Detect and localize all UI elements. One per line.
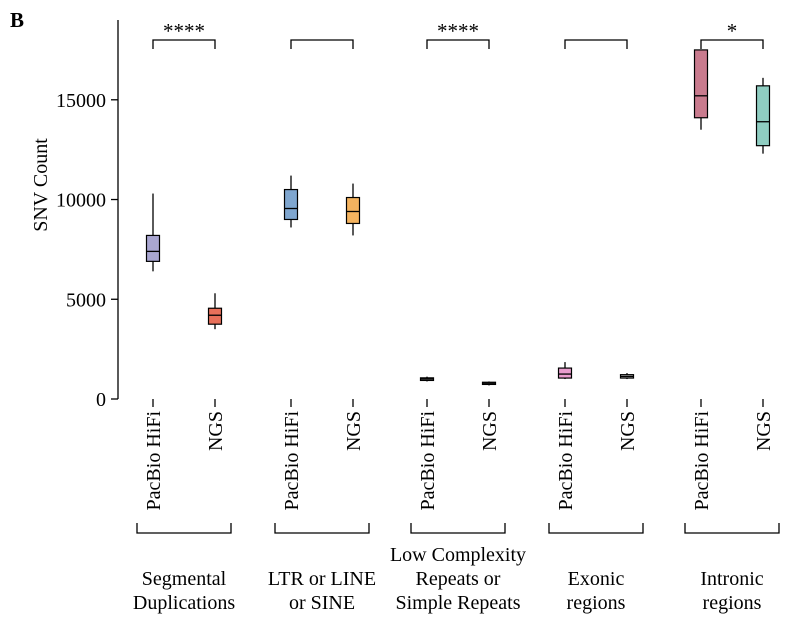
group-label: or SINE [289, 592, 355, 614]
y-tick-label: 10000 [56, 190, 106, 212]
panel-label: B [10, 8, 25, 32]
x-tick-label: NGS [343, 411, 365, 451]
x-tick-label: PacBio HiFi [555, 411, 577, 511]
significance-bracket [700, 39, 764, 49]
group-label: Duplications [133, 592, 235, 614]
y-tick-label: 15000 [56, 90, 106, 112]
group-bracket [684, 523, 780, 534]
box-iqr [345, 196, 361, 225]
box-iqr [283, 188, 299, 221]
significance-bracket [426, 39, 490, 49]
group-bracket [548, 523, 644, 534]
group-label: Intronic [700, 568, 763, 590]
group-label: Simple Repeats [396, 592, 521, 614]
group-bracket [410, 523, 506, 534]
significance-bracket [290, 39, 354, 49]
x-tick-label: NGS [617, 411, 639, 451]
x-tick-label: NGS [205, 411, 227, 451]
x-tick-label: NGS [479, 411, 501, 451]
significance-bracket [152, 39, 216, 49]
x-tick-label: PacBio HiFi [281, 411, 303, 511]
group-label: Low Complexity [390, 544, 526, 566]
group-label: Exonic [568, 568, 625, 590]
x-tick-label: PacBio HiFi [691, 411, 713, 511]
y-tick-label: 5000 [66, 289, 106, 311]
group-label: regions [567, 592, 626, 614]
significance-bracket [564, 39, 628, 49]
x-tick-label: PacBio HiFi [143, 411, 165, 511]
group-bracket [136, 523, 232, 534]
significance-stars: **** [163, 19, 205, 43]
x-tick-label: NGS [753, 411, 775, 451]
x-tick-label: PacBio HiFi [417, 411, 439, 511]
box-iqr [207, 307, 223, 325]
box-iqr [693, 49, 709, 119]
group-label: regions [703, 592, 762, 614]
significance-stars: * [727, 19, 738, 43]
box-iqr [755, 85, 771, 147]
group-label: LTR or LINE [268, 568, 376, 590]
y-tick-label: 0 [96, 389, 106, 411]
group-bracket [274, 523, 370, 534]
box-iqr [145, 234, 161, 262]
group-label: Segmental [142, 568, 227, 590]
box-iqr [557, 367, 573, 379]
group-label: Repeats or [416, 568, 501, 590]
significance-stars: **** [437, 19, 479, 43]
y-axis-label: SNV Count [30, 138, 52, 232]
